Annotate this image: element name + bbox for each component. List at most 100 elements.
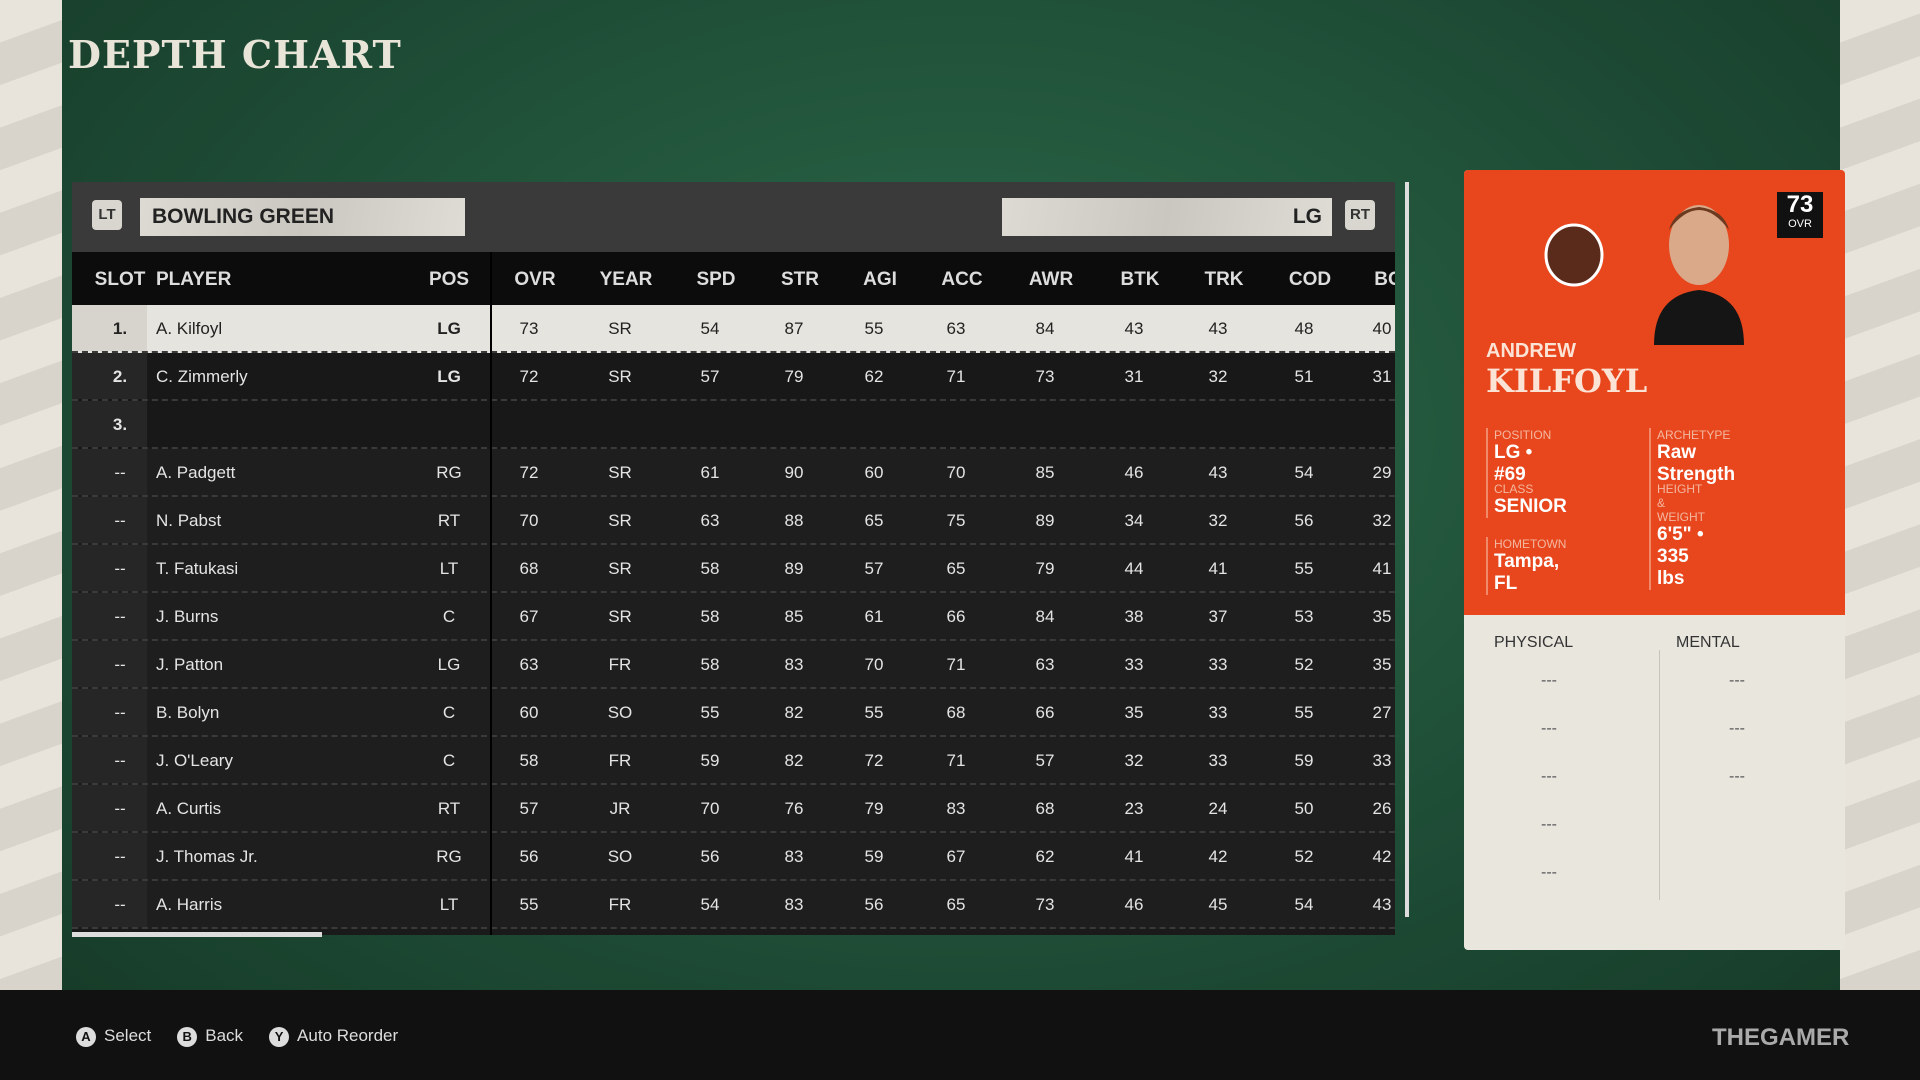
tab-right-button[interactable]: RT — [1345, 200, 1375, 230]
stat: 33 — [1208, 751, 1228, 770]
table-row[interactable]: -- N. Pabst RT 70 SR 63 88 65 75 89 34 32 56 32 — [72, 497, 1395, 545]
stat: LT — [439, 895, 459, 914]
stat: 44 — [1124, 559, 1144, 578]
table-row[interactable]: -- A. Padgett RG 72 SR 61 90 60 70 85 46 43 54 29 — [72, 449, 1395, 497]
stat: 41 — [1124, 847, 1144, 866]
column-header-cell: SPD — [696, 269, 736, 290]
stat: 32 — [1208, 367, 1228, 386]
column-header-cell: PLAYER — [156, 269, 232, 290]
stat: 65 — [946, 895, 966, 914]
stat: 41 — [1372, 559, 1392, 578]
stat: RG — [436, 463, 462, 482]
team-name[interactable]: BOWLING GREEN — [140, 198, 465, 236]
field-label: POSITION — [1494, 428, 1552, 442]
table-row[interactable]: -- J. O'Leary C 58 FR 59 82 72 71 57 32 33 59 33 — [72, 737, 1395, 785]
slot-cell-bg — [72, 305, 147, 351]
attribute-value: --- — [1541, 672, 1557, 689]
slot-cell-bg — [72, 881, 147, 927]
scrollbar-vertical[interactable] — [1405, 182, 1409, 917]
player-name: A. Harris — [156, 895, 223, 914]
stat: 66 — [946, 607, 966, 626]
stat: 63 — [700, 511, 720, 530]
footer-action[interactable]: Y Auto Reorder — [269, 1026, 398, 1047]
footer: A Select B Back Y Auto Reorder THEGAMER — [0, 990, 1920, 1080]
rows: 1. A. Kilfoyl LG 73 SR 54 87 55 63 84 43 43 48 40 2. C.… — [72, 305, 1395, 935]
stat: 55 — [864, 319, 884, 338]
stat: RT — [437, 511, 461, 530]
stat: LG — [437, 655, 461, 674]
player-card: 73 OVR ANDREW KILFOYL POSITION LG • #69 AR… — [1464, 170, 1845, 950]
slot-cell-bg — [72, 689, 147, 735]
stat: 76 — [784, 799, 804, 818]
slot: 2. — [112, 367, 128, 386]
table-row[interactable]: -- A. Harris LT 55 FR 54 83 56 65 73 46 45 54 43 — [72, 881, 1395, 929]
button-icon: B — [177, 1027, 198, 1047]
stat: 41 — [1208, 559, 1228, 578]
footer-action[interactable]: A Select — [76, 1026, 151, 1047]
player-name: A. Padgett — [156, 463, 236, 482]
attribute-value: --- — [1729, 768, 1745, 785]
stat: 68 — [946, 703, 966, 722]
stat: 43 — [1124, 319, 1144, 338]
stat: 55 — [519, 895, 539, 914]
page-title: DEPTH CHART — [68, 32, 402, 77]
stat: 61 — [700, 463, 720, 482]
stat: SR — [608, 559, 632, 578]
scrollbar[interactable] — [72, 932, 322, 937]
stat: 53 — [1294, 607, 1314, 626]
stat: 55 — [700, 703, 720, 722]
stat: SR — [608, 511, 632, 530]
stat: 72 — [519, 463, 539, 482]
column-header-cell: OVR — [514, 269, 556, 290]
table-row[interactable]: -- J. Thomas Jr. RG 56 SO 56 83 59 67 62 41 42 52 42 — [72, 833, 1395, 881]
stat: 67 — [519, 607, 539, 626]
tab-bar: LT BOWLING GREEN LG RT — [72, 182, 1395, 252]
stat: SO — [607, 703, 633, 722]
stat: 57 — [700, 367, 720, 386]
stat: 56 — [1294, 511, 1314, 530]
stat: 85 — [1035, 463, 1055, 482]
stat: 73 — [519, 319, 539, 338]
table-row[interactable]: -- B. Bolyn C 60 SO 55 82 55 68 66 35 33 55 27 — [72, 689, 1395, 737]
player-name: B. Bolyn — [156, 703, 220, 722]
stat: 63 — [946, 319, 966, 338]
table-row[interactable]: 2. C. Zimmerly LG 72 SR 57 79 62 71 73 31 32 51 31 — [72, 353, 1395, 401]
stat: 46 — [1124, 895, 1144, 914]
tab-left-button[interactable]: LT — [92, 200, 122, 230]
stat: 79 — [1035, 559, 1055, 578]
stat: 31 — [1124, 367, 1144, 386]
table-row[interactable]: 1. A. Kilfoyl LG 73 SR 54 87 55 63 84 43 43 48 40 — [72, 305, 1395, 353]
table-row[interactable]: -- T. Fatukasi LT 68 SR 58 89 57 65 79 44 41 55 41 — [72, 545, 1395, 593]
overall-value: 73 — [1786, 191, 1814, 218]
table-row[interactable]: -- J. Patton LG 63 FR 58 83 70 71 63 33 33 52 35 — [72, 641, 1395, 689]
stat: 58 — [700, 655, 720, 674]
card-header: 73 OVR ANDREW KILFOYL POSITION LG • #69 AR… — [1464, 170, 1845, 615]
stat: 35 — [1124, 703, 1144, 722]
stat: 63 — [1035, 655, 1055, 674]
stat: 62 — [1035, 847, 1055, 866]
slot: -- — [114, 751, 126, 770]
slot: -- — [114, 511, 126, 530]
column-header-cell: BTK — [1120, 269, 1160, 290]
player-name: J. Thomas Jr. — [156, 847, 258, 866]
stat: FR — [608, 895, 632, 914]
stat: C — [442, 607, 456, 626]
position-tab[interactable]: LG — [1002, 198, 1332, 236]
table-row[interactable]: -- J. Burns C 67 SR 58 85 61 66 84 38 37 53 35 — [72, 593, 1395, 641]
stat: 45 — [1208, 895, 1228, 914]
stat: SR — [608, 319, 632, 338]
column-header-cell: BC — [1374, 269, 1395, 290]
column-header: SLOT PLAYER POS OVR YEAR SPD STR AGI ACC AWR BTK TR… — [72, 252, 1395, 305]
stat: 42 — [1208, 847, 1228, 866]
divider — [490, 252, 492, 935]
stat: 70 — [700, 799, 720, 818]
field: ARCHETYPE Raw Strength — [1649, 428, 1735, 486]
table-row[interactable]: 3. — [72, 401, 1395, 449]
first-name: ANDREW — [1486, 340, 1576, 362]
footer-action[interactable]: B Back — [177, 1026, 243, 1047]
table-row[interactable]: -- A. Curtis RT 57 JR 70 76 79 83 68 23 24 50 26 — [72, 785, 1395, 833]
player-name: J. O'Leary — [156, 751, 233, 770]
stat: 56 — [700, 847, 720, 866]
stat: 55 — [1294, 559, 1314, 578]
